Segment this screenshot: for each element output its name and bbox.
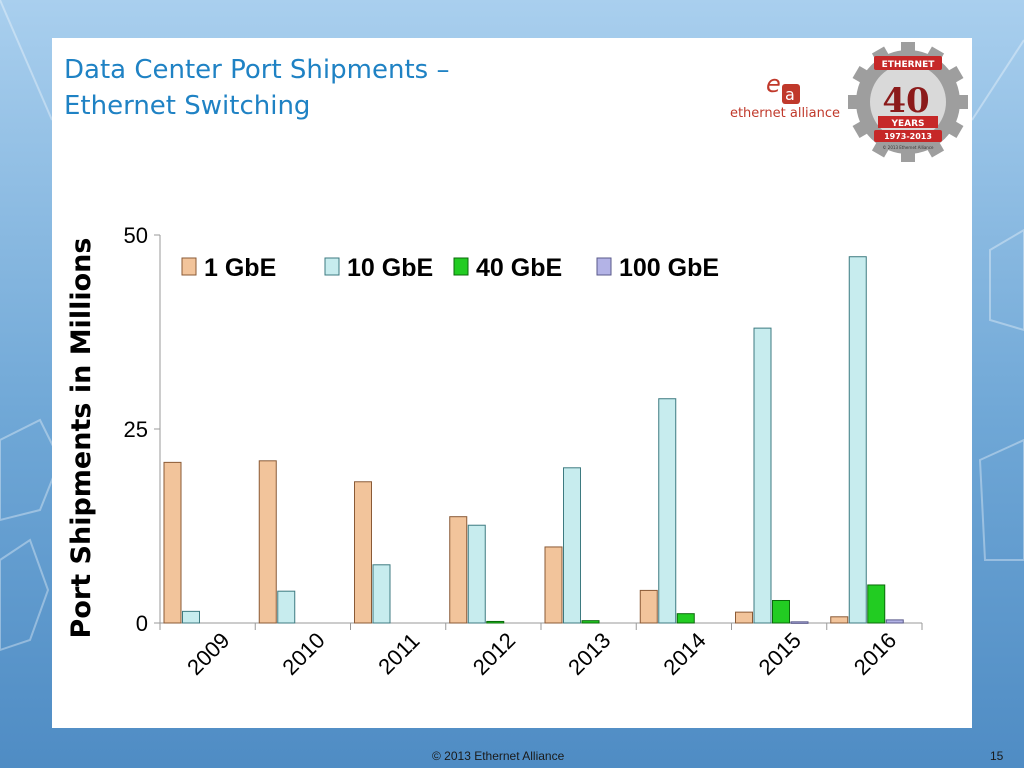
- bar-1gbe-2011: [354, 481, 372, 624]
- bar-10gbe-2014: [658, 398, 677, 624]
- legend-label-10gbe: 10 GbE: [347, 254, 433, 282]
- y-axis-label: Port Shipments in Millions: [66, 238, 97, 639]
- y-tick-label: 25: [124, 417, 148, 442]
- x-tick-label-2015: 2015: [754, 628, 806, 680]
- title-line-1: Data Center Port Shipments –: [64, 55, 450, 85]
- svg-text:© 2013 Ethernet Alliance: © 2013 Ethernet Alliance: [883, 145, 934, 150]
- svg-text:40: 40: [882, 81, 929, 121]
- bar-40gbe-2016: [867, 584, 886, 624]
- legend-swatch-40gbe: [453, 257, 469, 276]
- page-number: 15: [990, 749, 1004, 763]
- bar-1gbe-2009: [163, 461, 182, 624]
- bar-10gbe-2015: [753, 327, 772, 624]
- bar-100gbe-2015: [790, 621, 809, 624]
- bar-10gbe-2009: [182, 610, 200, 624]
- bar-100gbe-2016: [885, 619, 904, 624]
- svg-text:ETHERNET: ETHERNET: [882, 60, 936, 70]
- svg-text:e: e: [766, 70, 781, 98]
- bar-10gbe-2010: [277, 590, 296, 624]
- y-tick-label: 50: [124, 223, 148, 248]
- svg-text:a: a: [785, 85, 795, 104]
- footer: © 2013 Ethernet Alliance 15: [0, 748, 1024, 768]
- legend-swatch-1gbe: [181, 257, 197, 276]
- bar-10gbe-2012: [467, 524, 486, 624]
- x-tick-label-2016: 2016: [849, 628, 901, 680]
- slide-title: Data Center Port Shipments – Ethernet Sw…: [64, 52, 584, 124]
- y-tick-label: 0: [136, 611, 148, 636]
- legend-label-40gbe: 40 GbE: [476, 254, 562, 282]
- bar-1gbe-2010: [258, 460, 277, 624]
- legend-label-1gbe: 1 GbE: [204, 254, 276, 282]
- slide: Data Center Port Shipments – Ethernet Sw…: [52, 38, 972, 728]
- ethernet-40-years-seal: ETHERNET 40 YEARS 1973-2013 © 2013 Ether…: [848, 42, 968, 162]
- legend-label-100gbe: 100 GbE: [619, 254, 719, 282]
- bar-40gbe-2012: [486, 620, 505, 624]
- bar-1gbe-2013: [544, 546, 563, 624]
- x-tick-label-2009: 2009: [182, 628, 234, 680]
- logo-text: ethernet alliance: [729, 106, 841, 121]
- port-shipments-chart: 0 25 50 2009 2010 2011 2012 2013 2014 2015 2016 Por…: [66, 223, 923, 680]
- bar-40gbe-2013: [581, 620, 600, 624]
- x-tick-label-2013: 2013: [563, 628, 615, 680]
- bar-1gbe-2015: [735, 611, 753, 624]
- ethernet-alliance-logo: e a ethernet alliance: [720, 68, 850, 128]
- svg-text:1973-2013: 1973-2013: [884, 132, 932, 141]
- bar-10gbe-2011: [372, 564, 391, 624]
- footer-copyright: © 2013 Ethernet Alliance: [432, 749, 565, 763]
- bar-1gbe-2012: [449, 516, 468, 624]
- x-tick-label-2011: 2011: [373, 628, 424, 679]
- legend-swatch-100gbe: [596, 257, 612, 276]
- svg-text:YEARS: YEARS: [890, 119, 924, 129]
- legend-swatch-10gbe: [324, 257, 340, 276]
- ea-logo-icon: e a: [766, 70, 800, 104]
- x-tick-label-2012: 2012: [468, 628, 520, 680]
- title-line-2: Ethernet Switching: [64, 91, 311, 121]
- x-tick-label-2014: 2014: [658, 628, 710, 680]
- bar-1gbe-2014: [639, 589, 658, 624]
- bar-40gbe-2015: [772, 599, 790, 624]
- bar-1gbe-2016: [830, 616, 849, 624]
- bar-10gbe-2016: [848, 256, 867, 624]
- bar-40gbe-2014: [676, 613, 695, 624]
- x-tick-label-2010: 2010: [277, 628, 329, 680]
- bar-10gbe-2013: [563, 467, 581, 624]
